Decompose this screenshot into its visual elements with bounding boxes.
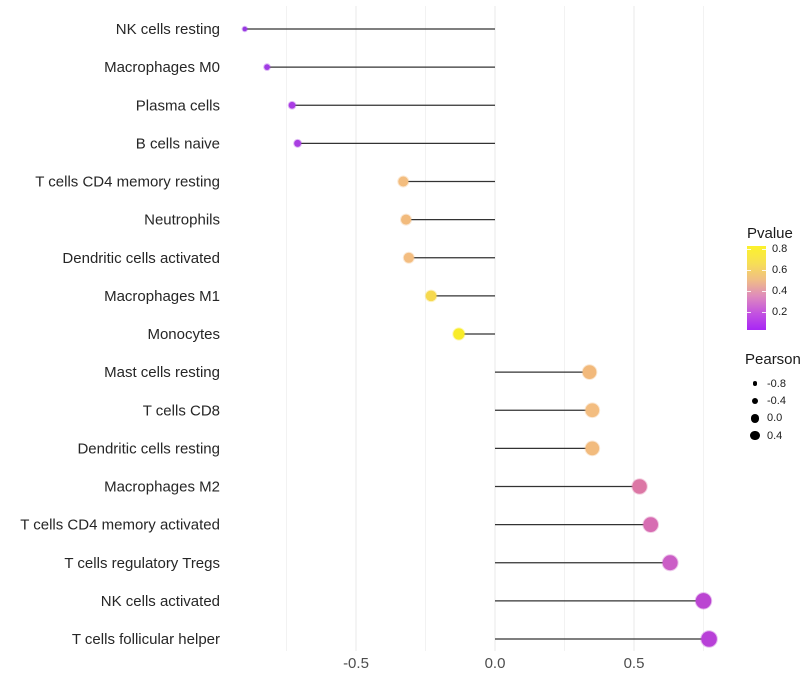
pearson-legend-dot [750,430,760,441]
pearson-legend-label: 0.4 [767,429,783,442]
pearson-legend-row: -0.8 [745,375,800,392]
lollipop-dot [263,63,271,71]
pvalue-colorbar-tick [762,312,766,313]
pvalue-colorbar-tick [747,312,751,313]
pvalue-colorbar-tick [747,291,751,292]
category-label: NK cells resting [116,21,220,38]
pearson-legend-label: -0.8 [767,377,786,390]
lollipop-dot [452,327,466,341]
lollipop-dot [241,25,249,33]
pvalue-colorbar-wrap: 0.8 0.6 0.4 0.2 [747,243,800,330]
category-label: Dendritic cells resting [77,440,220,457]
lollipop-dot [661,554,679,572]
pvalue-tick-label: 0.2 [772,306,788,318]
lollipop-dot [293,138,303,148]
category-label: T cells CD8 [143,402,220,419]
legend-pvalue-title: Pvalue [747,225,793,242]
lollipop-dot [700,630,718,648]
legend-pvalue: Pvalue 0.8 0.6 0.4 0.2 [747,225,800,330]
x-tick-label: 0.5 [624,655,645,672]
pvalue-colorbar-tick [747,270,751,271]
category-label: Dendritic cells activated [62,250,220,267]
lollipop-dot [400,213,413,226]
category-label: T cells regulatory Tregs [64,555,220,572]
pearson-legend-dot [752,381,758,386]
lollipop-dot [631,478,648,495]
category-label: Neutrophils [144,212,220,229]
pearson-legend-label: 0.0 [767,412,783,425]
pvalue-tick-label: 0.8 [772,243,788,255]
pearson-legend-label: -0.4 [767,394,786,407]
pvalue-colorbar-tick [762,270,766,271]
pvalue-colorbar-tick [762,249,766,250]
category-label: NK cells activated [101,593,220,610]
lollipop-dot [642,516,660,533]
pearson-legend-dot [750,413,760,423]
category-label: Macrophages M1 [104,288,220,305]
lollipop-dot [694,592,713,610]
category-label: Plasma cells [136,97,220,114]
pvalue-colorbar [747,246,766,330]
pvalue-tick-label: 0.6 [772,264,788,276]
lollipop-dot [397,175,410,188]
x-tick-label: 0.0 [485,655,506,672]
lollipop-dot [287,100,297,110]
lollipop-dot [402,251,415,264]
category-label: Monocytes [147,326,220,343]
category-label: Mast cells resting [104,364,220,381]
pvalue-colorbar-tick [747,249,751,250]
legend-pearson-title: Pearson [745,351,800,368]
category-label: Macrophages M0 [104,59,220,76]
pearson-legend-row: 0.4 [745,427,800,444]
category-label: Macrophages M2 [104,479,220,496]
pearson-legend-dot [751,397,759,405]
category-label: T cells follicular helper [72,631,220,648]
pearson-legend-row: -0.4 [745,392,800,409]
lollipop-dot [581,364,598,380]
lollipop-dot [584,402,601,419]
category-label: B cells naive [136,135,220,152]
pearson-legend-row: 0.0 [745,410,800,427]
category-label: T cells CD4 memory resting [35,174,220,191]
pvalue-colorbar-tick [762,291,766,292]
x-tick-label: -0.5 [343,655,369,672]
category-label: T cells CD4 memory activated [20,517,220,534]
lollipop-dot [584,440,601,457]
lollipop-dot [424,289,438,303]
pvalue-tick-label: 0.4 [772,285,788,297]
legend-pearson: Pearson -0.8 -0.4 0.0 0.4 [745,351,800,444]
